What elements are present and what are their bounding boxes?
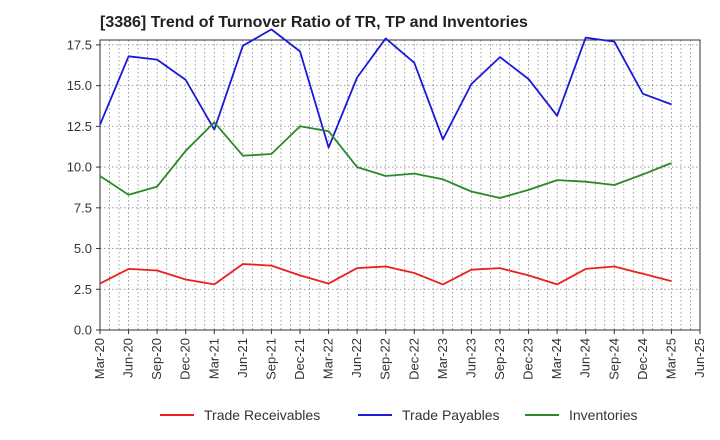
legend-item-trade-payables: Trade Payables (358, 407, 500, 423)
y-tick-label: 5.0 (74, 241, 92, 256)
x-tick-label: Jun-22 (349, 338, 364, 378)
x-tick-label: Mar-24 (549, 338, 564, 379)
series-line-trade-payables (99, 28, 672, 149)
y-tick-label: 12.5 (67, 119, 92, 134)
x-tick-label: Jun-23 (463, 338, 478, 378)
series-line-inventories (99, 121, 672, 199)
y-tick-label: 2.5 (74, 282, 92, 297)
x-tick-label: Sep-21 (263, 338, 278, 380)
y-tick-label: 0.0 (74, 323, 92, 338)
x-tick-label: Sep-20 (149, 338, 164, 380)
y-tick-label: 10.0 (67, 160, 92, 175)
series-line-trade-receivables (99, 263, 672, 286)
plot-frame (99, 39, 701, 331)
chart-title: [3386] Trend of Turnover Ratio of TR, TP… (100, 14, 528, 31)
x-tick-label: Jun-25 (692, 338, 707, 378)
y-tick-label: 15.0 (67, 78, 92, 93)
x-tick-label: Dec-21 (292, 338, 307, 380)
x-tick-label: Dec-24 (635, 338, 650, 380)
x-tick-label: Sep-23 (492, 338, 507, 380)
legend-item-trade-receivables: Trade Receivables (160, 407, 320, 423)
x-tick-label: Jun-21 (235, 338, 250, 378)
legend-label: Trade Payables (402, 407, 500, 423)
x-tick-label: Dec-22 (406, 338, 421, 380)
x-tick-label: Mar-25 (663, 338, 678, 379)
x-tick-label: Sep-22 (378, 338, 393, 380)
legend-item-inventories: Inventories (525, 407, 637, 423)
x-tick-label: Sep-24 (606, 338, 621, 380)
legend-label: Trade Receivables (204, 407, 320, 423)
y-tick-label: 7.5 (74, 200, 92, 215)
x-tick-label: Jun-20 (121, 338, 136, 378)
x-tick-label: Mar-20 (92, 338, 107, 379)
y-tick-label: 17.5 (67, 37, 92, 52)
x-tick-label: Dec-23 (521, 338, 536, 380)
x-tick-label: Mar-22 (321, 338, 336, 379)
x-tick-label: Mar-23 (435, 338, 450, 379)
x-tick-label: Jun-24 (578, 338, 593, 378)
x-tick-label: Dec-20 (178, 338, 193, 380)
x-tick-label: Mar-21 (206, 338, 221, 379)
legend-label: Inventories (569, 407, 637, 423)
